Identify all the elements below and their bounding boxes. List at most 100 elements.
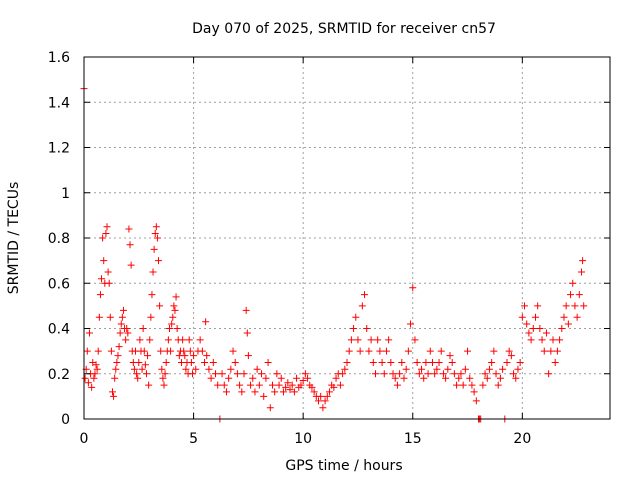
data-point xyxy=(525,329,533,337)
data-point xyxy=(505,347,513,355)
data-point xyxy=(192,365,200,373)
y-tick-label: 0.8 xyxy=(48,231,70,247)
data-point xyxy=(98,275,106,283)
data-point xyxy=(428,358,436,366)
data-point xyxy=(286,386,294,394)
data-point xyxy=(146,336,154,344)
data-point xyxy=(304,374,312,382)
y-tick-label: 0 xyxy=(61,412,70,428)
data-point xyxy=(110,392,118,400)
data-point xyxy=(258,370,266,378)
data-point xyxy=(461,365,469,373)
data-point xyxy=(409,284,417,292)
data-point xyxy=(275,381,283,389)
data-point xyxy=(225,374,233,382)
y-tick-label: 1.4 xyxy=(48,95,70,111)
data-point xyxy=(402,365,410,373)
data-point xyxy=(115,343,123,351)
data-point xyxy=(126,241,134,249)
data-point xyxy=(271,388,279,396)
data-point xyxy=(168,320,176,328)
data-point xyxy=(503,358,511,366)
data-point xyxy=(113,358,121,366)
data-point xyxy=(453,381,461,389)
data-point xyxy=(273,370,281,378)
data-point xyxy=(562,302,570,310)
data-point xyxy=(172,293,180,301)
data-point xyxy=(249,374,257,382)
data-point xyxy=(156,302,164,310)
data-point xyxy=(133,370,141,378)
x-tick-label: 10 xyxy=(294,431,312,447)
data-point xyxy=(529,325,537,332)
data-point xyxy=(190,352,198,360)
data-point xyxy=(297,381,305,389)
data-point xyxy=(141,361,149,369)
data-point xyxy=(457,370,465,378)
data-point xyxy=(202,318,210,326)
y-tick-label: 0.6 xyxy=(48,276,70,292)
data-point xyxy=(105,279,113,287)
data-point xyxy=(103,223,111,231)
data-point xyxy=(100,257,108,265)
data-point xyxy=(140,347,148,355)
data-point xyxy=(573,313,581,321)
data-point xyxy=(352,313,360,321)
y-tick-label: 0.4 xyxy=(48,322,70,338)
data-point xyxy=(116,329,124,337)
data-point xyxy=(343,358,351,366)
data-point xyxy=(159,374,167,382)
data-point xyxy=(468,381,476,389)
data-point xyxy=(385,336,393,344)
data-point xyxy=(341,365,349,373)
data-point xyxy=(96,291,104,299)
data-point xyxy=(435,358,443,366)
data-point xyxy=(549,336,557,344)
data-point xyxy=(558,325,566,332)
data-point xyxy=(442,374,450,382)
data-point xyxy=(209,358,217,366)
data-point xyxy=(308,383,316,391)
data-point xyxy=(107,347,115,355)
data-point xyxy=(387,358,395,366)
data-point xyxy=(144,352,152,360)
data-point xyxy=(556,336,564,344)
data-point xyxy=(345,347,353,355)
data-point xyxy=(317,392,325,400)
data-point xyxy=(516,358,524,366)
data-point xyxy=(404,347,412,355)
data-point xyxy=(170,302,178,310)
data-point xyxy=(499,365,507,373)
data-point xyxy=(450,370,458,378)
data-point xyxy=(378,358,386,366)
data-point xyxy=(431,370,439,378)
data-point xyxy=(374,336,382,344)
data-point xyxy=(350,325,358,332)
data-point xyxy=(382,347,390,355)
data-point xyxy=(411,336,419,344)
data-point xyxy=(145,381,153,389)
data-point xyxy=(536,325,544,332)
data-point xyxy=(470,388,478,396)
data-point xyxy=(279,388,287,396)
data-point xyxy=(142,370,150,378)
data-point xyxy=(424,370,432,378)
data-point xyxy=(564,320,572,328)
data-point xyxy=(95,313,103,321)
data-point xyxy=(420,374,428,382)
data-point xyxy=(92,361,100,369)
data-point xyxy=(231,358,239,366)
data-point xyxy=(547,347,555,355)
data-point xyxy=(125,225,133,233)
data-point xyxy=(371,370,379,378)
data-point xyxy=(171,306,179,314)
data-point xyxy=(479,381,487,389)
y-tick-label: 1 xyxy=(61,186,70,202)
data-point xyxy=(538,336,546,344)
data-point xyxy=(290,388,298,396)
data-point xyxy=(534,302,542,310)
data-point xyxy=(233,370,241,378)
data-point xyxy=(157,347,165,355)
chart-title: Day 070 of 2025, SRMTID for receiver cn5… xyxy=(192,21,496,37)
data-point xyxy=(198,347,206,355)
